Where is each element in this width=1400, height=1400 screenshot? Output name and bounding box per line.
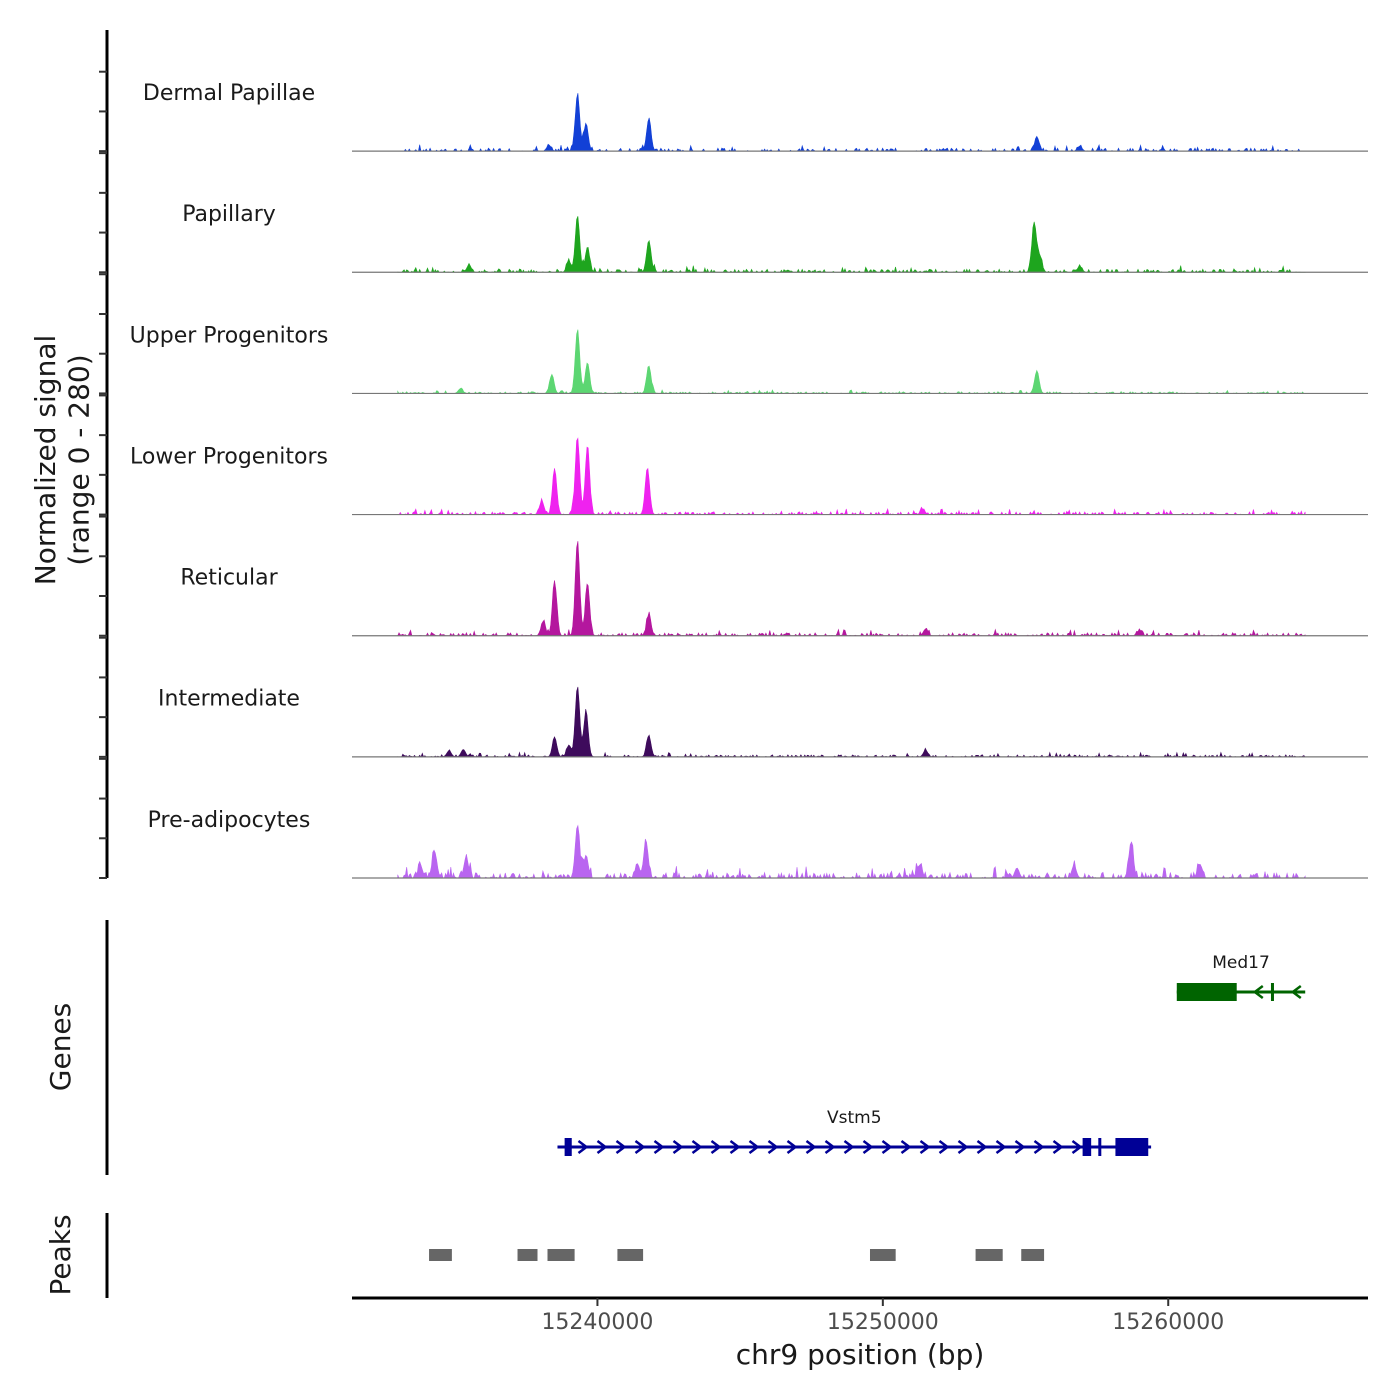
strand-arrow: [1252, 985, 1264, 999]
track-label: Reticular: [180, 566, 278, 591]
track-label: Dermal Papillae: [143, 81, 315, 106]
strand-arrow: [1071, 1140, 1083, 1154]
track-label: Papillary: [182, 202, 276, 227]
strand-arrow: [634, 1140, 646, 1154]
strand-arrow: [786, 1140, 798, 1154]
gene-med17: Med17: [1176, 953, 1306, 1001]
strand-arrow: [653, 1140, 665, 1154]
gene-exon: [1098, 1138, 1102, 1156]
strand-arrow: [1014, 1140, 1026, 1154]
strand-arrow: [767, 1140, 779, 1154]
coverage-area: [397, 329, 1306, 394]
track-papillary: Papillary: [182, 202, 1368, 274]
gene-exon: [1270, 983, 1274, 1001]
signal-y-axis: [99, 30, 109, 879]
x-axis-title: chr9 position (bp): [736, 1338, 985, 1371]
gene-exon: [1082, 1138, 1092, 1156]
x-axis: 15240000 15250000 15260000: [352, 1296, 1368, 1335]
strand-arrow: [995, 1140, 1007, 1154]
peaks-axis-title: Peaks: [44, 1214, 77, 1295]
strand-arrow: [976, 1140, 988, 1154]
coverage-area: [397, 686, 1306, 758]
strand-arrow: [805, 1140, 817, 1154]
strand-arrow: [824, 1140, 836, 1154]
strand-arrow: [957, 1140, 969, 1154]
y-axis-title-line: Normalized signal: [29, 335, 62, 586]
x-tick-label: 15240000: [541, 1310, 653, 1335]
strand-arrow: [938, 1140, 950, 1154]
strand-arrow: [729, 1140, 741, 1154]
strand-arrow: [615, 1140, 627, 1154]
coverage-area: [397, 541, 1306, 637]
peak-region: [617, 1249, 644, 1261]
track-label: Pre-adipocytes: [148, 808, 311, 833]
peak-region: [975, 1249, 1003, 1261]
track-dermal-papillae: Dermal Papillae: [143, 81, 1368, 152]
strand-arrow: [900, 1140, 912, 1154]
coverage-area: [397, 93, 1306, 152]
strand-arrow: [577, 1140, 589, 1154]
coverage-tracks: Dermal Papillae Papillary Upper Progenitor…: [130, 81, 1368, 880]
strand-arrow: [672, 1140, 684, 1154]
track-upper-progenitors: Upper Progenitors: [130, 323, 1368, 395]
gene-exon: [1115, 1138, 1149, 1156]
peak-region: [547, 1249, 575, 1261]
strand-arrow: [1052, 1140, 1064, 1154]
peak-region: [1021, 1249, 1045, 1261]
gene-name-label: Vstm5: [827, 1108, 882, 1128]
y-axis-title-line: (range 0 - 280): [63, 354, 96, 565]
track-intermediate: Intermediate: [158, 686, 1368, 758]
track-label: Intermediate: [158, 687, 300, 712]
strand-arrow: [596, 1140, 608, 1154]
coverage-area: [397, 216, 1306, 274]
gene-exon: [1176, 983, 1237, 1001]
track-label: Upper Progenitors: [130, 323, 329, 348]
x-tick-label: 15260000: [1112, 1310, 1224, 1335]
strand-arrow: [1033, 1140, 1045, 1154]
gene-vstm5: Vstm5: [557, 1108, 1152, 1156]
x-tick-label: 15250000: [827, 1310, 939, 1335]
track-pre-adipocytes: Pre-adipocytes: [148, 808, 1368, 880]
peak-regions-track: [429, 1249, 1045, 1261]
track-reticular: Reticular: [180, 541, 1368, 637]
coverage-area: [397, 437, 1306, 516]
strand-arrow: [862, 1140, 874, 1154]
strand-arrow: [748, 1140, 760, 1154]
y-axis-title: Normalized signal(range 0 - 280): [29, 335, 96, 586]
strand-arrow: [843, 1140, 855, 1154]
track-label: Lower Progenitors: [130, 444, 328, 469]
strand-arrow: [1290, 985, 1302, 999]
gene-name-label: Med17: [1212, 953, 1270, 973]
strand-arrow: [919, 1140, 931, 1154]
genes-axis-title: Genes: [44, 1003, 77, 1091]
gene-annotation-track: Vstm5 Med17: [557, 953, 1306, 1156]
peak-region: [517, 1249, 538, 1261]
peak-region: [429, 1249, 452, 1261]
peak-region: [869, 1249, 896, 1261]
track-lower-progenitors: Lower Progenitors: [130, 437, 1368, 516]
strand-arrow: [691, 1140, 703, 1154]
gene-exon: [564, 1138, 572, 1156]
strand-arrow: [710, 1140, 722, 1154]
coverage-area: [397, 824, 1306, 880]
strand-arrow: [881, 1140, 893, 1154]
